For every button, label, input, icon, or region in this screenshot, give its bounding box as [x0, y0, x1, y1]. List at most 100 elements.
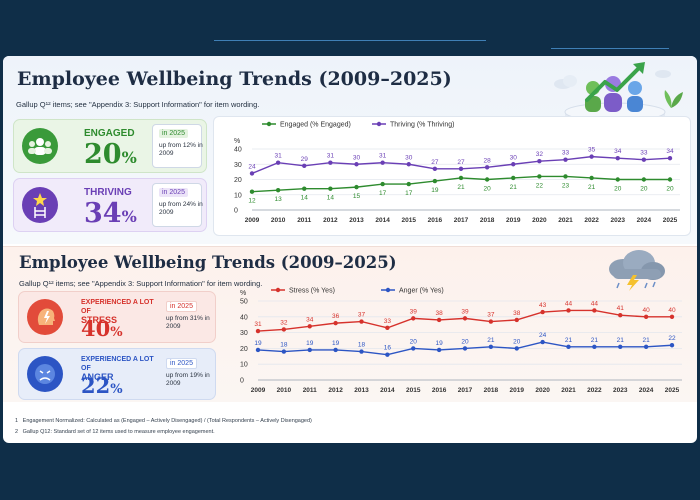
- footnotes: 1 Engagement Normalized: Calculated as (…: [15, 416, 312, 438]
- chart1-ylabel: %: [234, 138, 240, 145]
- chart1-data-label: 24: [248, 163, 256, 170]
- lightning-icon: [627, 275, 639, 291]
- chart2-point: [411, 316, 416, 321]
- chart2-point: [643, 314, 649, 319]
- stress-value: 40%: [81, 316, 123, 341]
- chart2-legend-label: Stress (% Yes): [289, 288, 335, 295]
- head-anger-icon: [27, 356, 63, 392]
- chart2-data-label: 44: [565, 300, 573, 307]
- chart2-data-label: 33: [384, 318, 392, 325]
- chart1-ytick-label: 20: [234, 177, 242, 184]
- chart1-data-label: 30: [405, 154, 413, 161]
- chart2-point: [307, 347, 312, 353]
- chart1-xtick-label: 2015: [402, 217, 417, 224]
- chart1-point: [484, 165, 490, 170]
- chart1-data-label: 17: [405, 190, 413, 197]
- thriving-label: THRIVING: [84, 187, 132, 198]
- section1-subtitle: Gallup Q¹² items; see "Appendix 3: Suppo…: [16, 100, 260, 109]
- chart2-point: [436, 317, 442, 323]
- chart2-point: [255, 328, 261, 334]
- chart2-data-label: 20: [461, 338, 469, 345]
- chart1-point: [667, 177, 673, 182]
- chart1-xtick-label: 2023: [611, 217, 626, 224]
- chart1-legend-marker: [376, 121, 382, 127]
- chart1-xtick-label: 2022: [584, 217, 599, 224]
- anger-card: EXPERIENCED A LOT OF ANGER 22% in 2025 up…: [18, 348, 216, 400]
- chart1-data-label: 20: [666, 186, 674, 193]
- chart2-xtick-label: 2018: [484, 387, 499, 394]
- chart2-data-label: 21: [565, 337, 573, 344]
- stress-year: in 2025: [166, 301, 197, 312]
- chart1-data-label: 14: [301, 195, 309, 202]
- chart1-data-label: 22: [536, 182, 544, 189]
- chart2-data-label: 39: [410, 308, 418, 315]
- section1-title: Employee Wellbeing Trends (2009–2025): [17, 68, 452, 90]
- thriving-year: in 2025: [159, 188, 188, 197]
- chart2-data-label: 19: [436, 340, 444, 347]
- chart1-point: [406, 162, 411, 167]
- chart2-data-label: 39: [461, 308, 469, 315]
- chart1-xtick-label: 2020: [532, 217, 547, 224]
- chart1-point: [380, 160, 385, 165]
- anger-label-line2: ANGER: [81, 372, 114, 382]
- leaf-icon: [664, 90, 683, 108]
- chart1-point: [615, 155, 620, 161]
- chart2-point: [333, 347, 338, 353]
- chart2-point: [669, 314, 675, 319]
- chart2-data-label: 20: [410, 338, 418, 345]
- chart2-data-label: 40: [643, 307, 651, 314]
- chart1-data-label: 33: [562, 150, 570, 157]
- thriving-card: THRIVING 34% in 2025 up from 24% in 2009: [13, 178, 207, 232]
- cloud-icon: [554, 75, 577, 89]
- chart2-data-label: 16: [384, 345, 392, 352]
- chart2-xtick-label: 2010: [277, 387, 292, 394]
- thriving-value: 34%: [84, 198, 137, 229]
- chart2-xtick-label: 2019: [510, 387, 525, 394]
- chart1-point: [537, 174, 542, 179]
- anger-value: 22%: [81, 373, 123, 398]
- engaged-year: in 2025: [159, 129, 188, 138]
- section2-illustration: [609, 250, 665, 291]
- chart2-point: [462, 316, 468, 321]
- footnote-2: 2 Gallup Q12: Standard set of 12 items u…: [15, 427, 312, 438]
- chart2-data-label: 18: [358, 342, 366, 349]
- chart1-point: [537, 159, 542, 164]
- chart2-xtick-label: 2012: [328, 387, 343, 394]
- engaged-label: ENGAGED: [84, 128, 135, 139]
- chart1-legend-marker: [266, 121, 272, 127]
- chart2-xtick-label: 2022: [587, 387, 602, 394]
- chart2-point: [592, 344, 597, 350]
- chart2-panel: % 0 10 20 30 40 50 2009 2010 2011 2012 2013 2014 2015…: [223, 285, 691, 399]
- chart2-point: [643, 344, 649, 350]
- chart2-data-label: 41: [617, 305, 625, 312]
- anger-info: in 2025 up from 19% in 2009: [159, 353, 211, 395]
- section2-subtitle: Gallup Q¹² items; see "Appendix 3: Suppo…: [19, 279, 263, 288]
- chart1-ytick-label: 40: [234, 147, 242, 154]
- chart1-data-label: 21: [588, 184, 596, 191]
- chart1-data-label: 35: [588, 147, 596, 154]
- chart2-point: [618, 313, 623, 318]
- chart1-data-label: 14: [327, 195, 335, 202]
- chart1-data-label: 19: [431, 187, 439, 194]
- chart2-data-label: 37: [358, 312, 366, 319]
- chart2-data-label: 32: [280, 319, 288, 326]
- chart2-data-label: 19: [332, 340, 340, 347]
- chart1-data-label: 20: [614, 186, 622, 193]
- chart1-point: [667, 155, 673, 161]
- section-positive: Employee Wellbeing Trends (2009–2025) Ga…: [3, 56, 697, 244]
- chart1-ytick-label: 0: [234, 208, 238, 215]
- chart2-data-label: 44: [591, 300, 599, 307]
- chart1-point: [432, 166, 438, 172]
- chart1-xtick-label: 2012: [323, 217, 338, 224]
- chart1-point: [249, 171, 255, 176]
- chart1-xtick-label: 2014: [375, 217, 390, 224]
- chart2-point: [488, 319, 494, 324]
- chart1-point: [380, 181, 385, 187]
- chart1-legend-label: Engaged (% Engaged): [280, 122, 351, 129]
- chart1-point: [328, 186, 333, 191]
- chart2-point: [411, 346, 416, 351]
- chart1-data-label: 34: [614, 148, 622, 155]
- chart2-xtick-label: 2015: [406, 387, 421, 394]
- top-decor-line-right: [551, 48, 669, 49]
